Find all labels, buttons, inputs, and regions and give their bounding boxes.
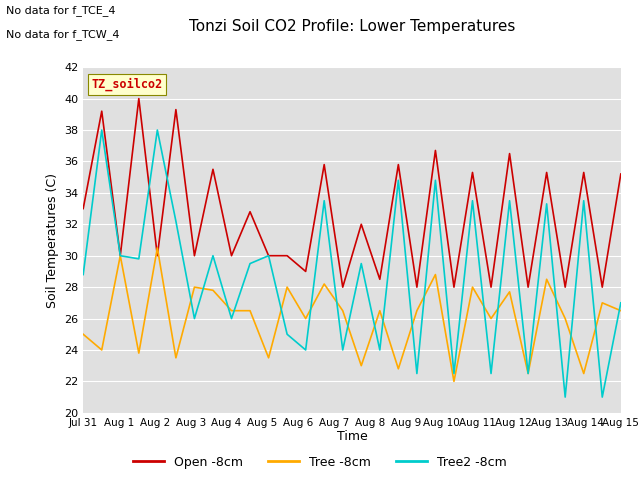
Text: No data for f_TCE_4: No data for f_TCE_4 xyxy=(6,5,116,16)
Legend: Open -8cm, Tree -8cm, Tree2 -8cm: Open -8cm, Tree -8cm, Tree2 -8cm xyxy=(128,451,512,474)
Text: Tonzi Soil CO2 Profile: Lower Temperatures: Tonzi Soil CO2 Profile: Lower Temperatur… xyxy=(189,19,515,34)
Text: No data for f_TCW_4: No data for f_TCW_4 xyxy=(6,29,120,40)
Text: TZ_soilco2: TZ_soilco2 xyxy=(92,78,163,91)
Y-axis label: Soil Temperatures (C): Soil Temperatures (C) xyxy=(45,172,58,308)
X-axis label: Time: Time xyxy=(337,431,367,444)
